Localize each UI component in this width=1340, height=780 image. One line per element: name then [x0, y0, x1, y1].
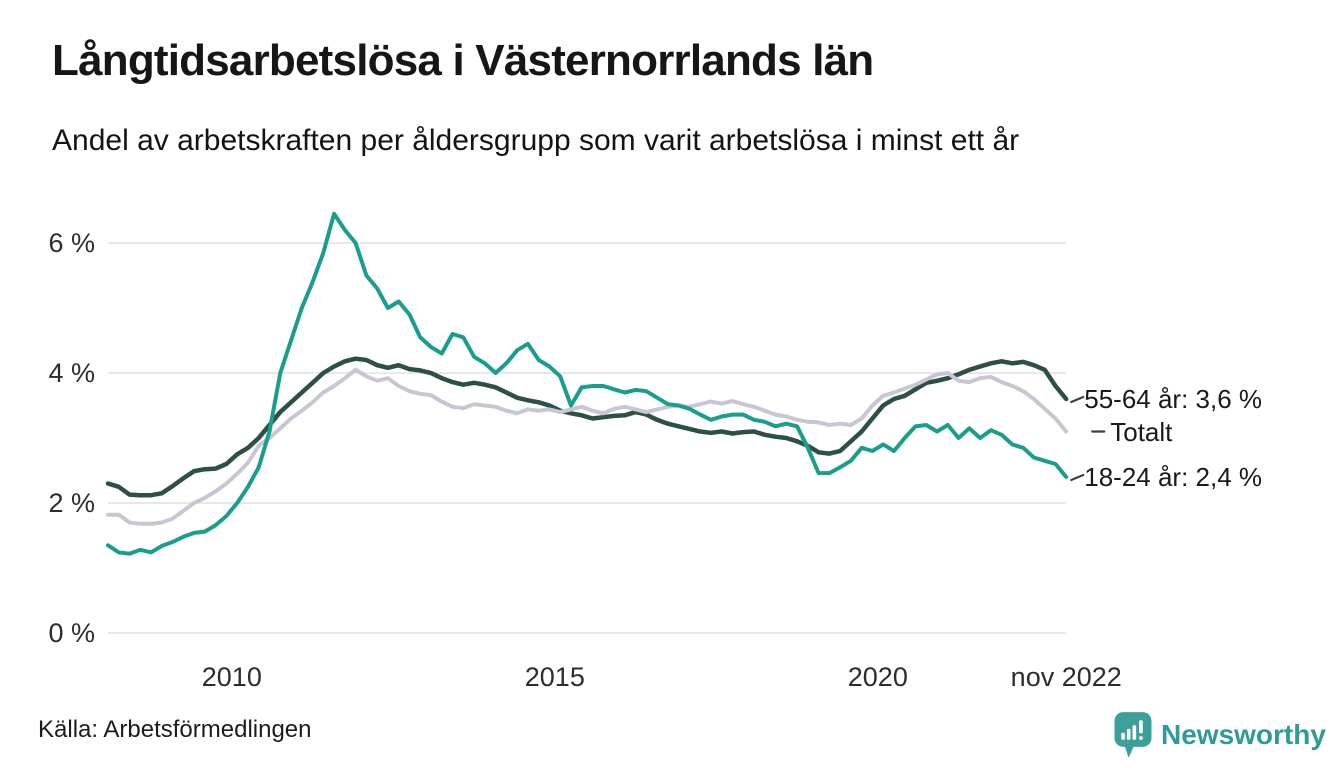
legend-label-totalt: Totalt — [1110, 416, 1173, 447]
series-line-55-64år — [105, 356, 1069, 498]
bar-chart-glyph — [1121, 720, 1143, 740]
brand-logo: Newsworthy — [1113, 709, 1328, 765]
x-axis-tick-label: nov 2022 — [1010, 662, 1122, 692]
x-axis-tick-label: 2015 — [524, 662, 585, 692]
legend-label-55-64: 55-64 år: 3,6 % — [1084, 384, 1263, 414]
brand-name: Newsworthy — [1161, 719, 1326, 750]
y-axis-tick-label: 0 % — [48, 618, 95, 648]
chart-subtitle: Andel av arbetskraften per åldersgrupp s… — [52, 124, 1020, 157]
source-note: Källa: Arbetsförmedlingen — [38, 716, 312, 743]
legend-leader-dash — [1070, 473, 1085, 482]
newsworthy-icon — [1114, 712, 1152, 758]
legend-label-18-24: 18-24 år: 2,4 % — [1084, 462, 1263, 492]
series-line-18-24år — [106, 211, 1069, 556]
y-axis-tick-label: 4 % — [48, 358, 95, 388]
x-axis-tick-label: 2020 — [847, 662, 908, 692]
legend-leader-dash — [1070, 395, 1085, 404]
x-axis-tick-label: 2010 — [201, 662, 262, 692]
chart-title: Långtidsarbetslösa i Västernorrlands län — [52, 36, 874, 85]
y-axis-tick-label: 2 % — [48, 488, 95, 518]
y-axis-tick-label: 6 % — [48, 228, 95, 258]
